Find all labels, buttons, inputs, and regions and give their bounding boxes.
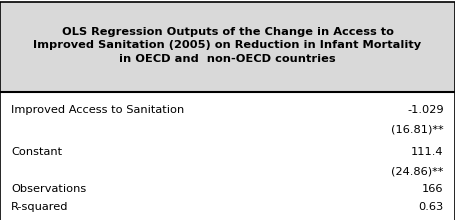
Text: Improved Access to Sanitation: Improved Access to Sanitation (11, 105, 185, 115)
Text: Observations: Observations (11, 184, 86, 194)
Text: (24.86)**: (24.86)** (391, 167, 444, 177)
Text: (16.81)**: (16.81)** (391, 125, 444, 135)
Text: 166: 166 (422, 184, 444, 194)
Bar (0, 2, 455, 92)
Text: 0.63: 0.63 (419, 202, 444, 212)
Text: -1.029: -1.029 (407, 105, 444, 115)
Text: R-squared: R-squared (11, 202, 69, 212)
Text: OLS Regression Outputs of the Change in Access to
Improved Sanitation (2005) on : OLS Regression Outputs of the Change in … (33, 26, 422, 64)
Text: Constant: Constant (11, 147, 62, 157)
Text: 111.4: 111.4 (411, 147, 444, 157)
